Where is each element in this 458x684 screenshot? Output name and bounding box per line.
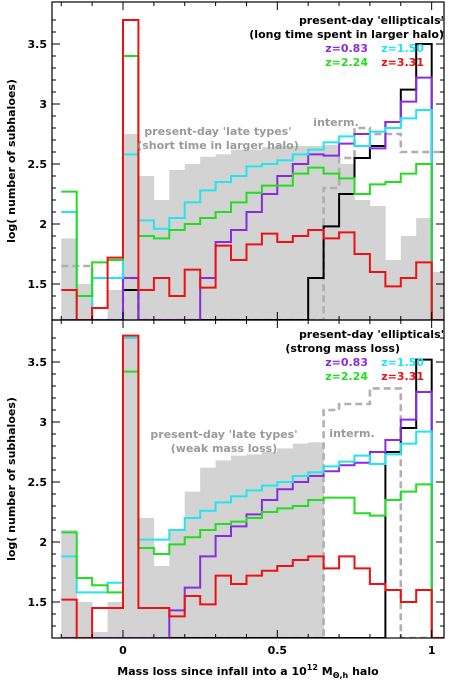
x-axis-label-subscript: Θ,h xyxy=(333,671,349,680)
bottom-late-types-bar xyxy=(308,442,324,638)
top-y-axis-label: log( number of subhaloes) xyxy=(5,79,18,243)
bottom-late-types-bar xyxy=(246,454,263,638)
top-y-tick-label: 3 xyxy=(39,98,47,111)
x-axis-label-exponent: 12 xyxy=(307,663,318,672)
top-late-types-bar xyxy=(200,156,216,320)
bottom-ellipticals-title: present-day 'ellipticals' xyxy=(299,328,444,341)
bottom-legend-z224: z=2.24 xyxy=(325,370,368,383)
bottom-late-types-bar xyxy=(200,467,216,638)
x-tick-label: 1 xyxy=(428,644,436,657)
top-late-types-bar xyxy=(339,164,355,320)
bottom-interm-label: interm. xyxy=(329,427,374,440)
top-late-types-title: present-day 'late types' xyxy=(144,125,291,138)
bottom-late-types-bar xyxy=(277,448,294,638)
bottom-legend-z083: z=0.83 xyxy=(325,356,368,369)
bottom-late-types-bar xyxy=(76,602,93,638)
top-late-types-bar xyxy=(169,170,186,320)
top-late-types-bar xyxy=(277,146,294,320)
top-late-types-bar xyxy=(76,284,93,320)
bottom-ticks: 1.5 2 2.5 3 3.5 0 0.5 1 xyxy=(28,320,444,657)
bottom-late-types-bar xyxy=(261,452,278,638)
bottom-plot-content xyxy=(61,334,444,638)
bottom-late-types-bar xyxy=(138,518,155,638)
top-late-types-bar xyxy=(231,149,247,320)
bottom-late-types-bar xyxy=(92,632,108,638)
top-ellipticals-subtitle: (long time spent in larger halo) xyxy=(249,28,444,41)
top-annotations: present-day 'ellipticals' (long time spe… xyxy=(137,14,444,152)
top-late-types-bar xyxy=(215,154,232,320)
top-late-types-bar xyxy=(246,149,263,320)
bottom-y-tick-label: 2 xyxy=(39,536,47,549)
top-late-types-bar xyxy=(138,176,155,320)
top-late-types-bar xyxy=(369,206,386,320)
top-late-types-bar xyxy=(107,290,124,320)
top-late-types-bar xyxy=(416,218,432,320)
top-legend-z331: z=3.31 xyxy=(381,56,424,69)
bottom-black-series-line xyxy=(61,358,444,638)
bottom-late-types-title: present-day 'late types' xyxy=(150,428,297,441)
x-axis-label-mass: M xyxy=(318,665,333,678)
bottom-annotations: present-day 'ellipticals' (strong mass l… xyxy=(150,328,444,455)
top-late-types-bar xyxy=(184,164,201,320)
top-late-types-subtitle: (short time in larger halo) xyxy=(137,139,299,152)
top-z-3-31-series-line xyxy=(61,19,444,320)
bottom-plot-frame xyxy=(51,319,445,639)
bottom-late-types-bar xyxy=(292,443,309,638)
bottom-y-tick-label: 3.5 xyxy=(28,356,48,369)
x-axis-label: Mass loss since infall into a 1012 MΘ,h … xyxy=(117,663,379,680)
bottom-y-tick-label: 1.5 xyxy=(28,596,48,609)
top-legend-z150: z=1.50 xyxy=(381,42,424,55)
top-late-types-bar xyxy=(61,238,77,320)
bottom-legend-z331: z=3.31 xyxy=(381,370,424,383)
bottom-z-3-31-series-line xyxy=(61,334,444,638)
top-ellipticals-title: present-day 'ellipticals' xyxy=(299,14,444,27)
bottom-z-1-50-series-line xyxy=(61,337,444,638)
bottom-late-types-bar xyxy=(61,530,77,638)
bottom-panel: present-day 'ellipticals' (strong mass l… xyxy=(28,319,445,657)
bottom-late-types-bar xyxy=(184,491,201,638)
top-legend-z083: z=0.83 xyxy=(325,42,368,55)
top-late-types-bar xyxy=(385,260,402,320)
top-late-types-bar xyxy=(292,146,309,320)
top-panel: present-day 'ellipticals' (long time spe… xyxy=(28,1,445,321)
top-y-tick-label: 1.5 xyxy=(28,278,48,291)
top-y-tick-label: 3.5 xyxy=(28,38,48,51)
top-late-types-bar xyxy=(308,146,324,320)
top-y-tick-label: 2.5 xyxy=(28,158,48,171)
bottom-late-types-bar xyxy=(153,566,170,638)
bottom-late-types-bar xyxy=(231,455,247,638)
top-late-types-bar xyxy=(153,200,170,320)
bottom-late-types-bar xyxy=(215,460,232,638)
top-interm-label: interm. xyxy=(313,116,358,129)
top-plot-content xyxy=(61,19,444,320)
top-late-types-bar xyxy=(354,200,371,320)
x-axis-label-prefix: Mass loss since infall into a 10 xyxy=(117,665,307,678)
x-axis-label-suffix: halo xyxy=(348,665,379,678)
bottom-late-types-bar xyxy=(107,602,124,638)
bottom-late-types-bar xyxy=(169,530,186,638)
bottom-y-tick-label: 2.5 xyxy=(28,476,48,489)
bottom-y-axis-label: log( number of subhaloes) xyxy=(5,397,18,561)
top-legend-z224: z=2.24 xyxy=(325,56,368,69)
x-tick-label: 0 xyxy=(119,644,127,657)
bottom-legend-z150: z=1.50 xyxy=(381,356,424,369)
top-ticks: 1.5 2 2.5 3 3.5 xyxy=(28,2,444,320)
top-late-types-bar xyxy=(122,134,139,320)
bottom-y-tick-label: 3 xyxy=(39,416,47,429)
bottom-z-0-83-series-line xyxy=(61,391,444,638)
top-late-types-bar xyxy=(323,144,340,320)
top-y-tick-label: 2 xyxy=(39,218,47,231)
bottom-late-types-bar xyxy=(122,335,139,638)
x-tick-label: 0.5 xyxy=(268,644,288,657)
bottom-ellipticals-subtitle: (strong mass loss) xyxy=(285,342,400,355)
bottom-interm-series-line xyxy=(61,387,444,638)
bottom-late-types-subtitle: (weak mass loss) xyxy=(171,442,277,455)
